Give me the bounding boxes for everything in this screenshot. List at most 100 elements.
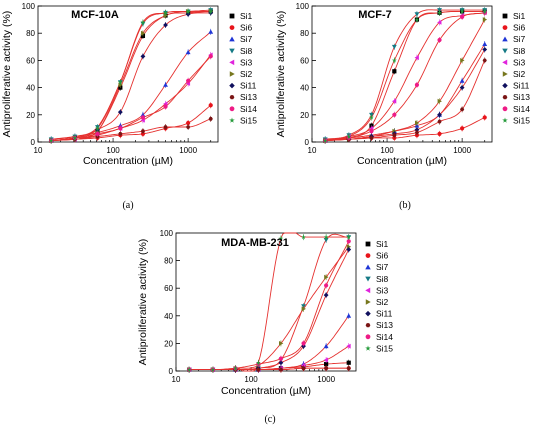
data-point-si7 [459,78,465,83]
plot-frame [175,232,357,372]
data-point-si7 [185,49,191,55]
data-point-si2 [301,306,306,312]
legend-marker-si6 [365,253,371,258]
data-point-si15 [414,17,420,22]
y-tick-label: 80 [26,29,35,38]
fit-curve-si15 [189,232,349,372]
data-point-si14 [346,239,351,244]
data-point-si8 [323,237,329,243]
legend-label: Si6 [376,251,389,261]
data-point-si2 [324,274,329,280]
legend-label: Si2 [513,69,526,79]
y-tick-label: 20 [164,339,173,348]
legend-label: Si2 [240,69,253,79]
legend-label: Si14 [376,332,393,342]
x-tick-label: 100 [380,146,394,155]
legend-marker-si7 [229,36,235,42]
data-point-si3 [346,343,351,349]
legend-marker-si1 [229,13,235,19]
x-tick-label: 100 [106,146,120,155]
data-point-si13 [301,366,306,371]
y-tick-label: 0 [169,367,174,376]
fit-curve-si11 [189,249,350,371]
legend-marker-si13 [229,95,235,100]
legend-label: Si13 [376,320,393,330]
legend-marker-si8 [365,276,371,282]
legend-label: Si11 [513,81,530,91]
data-point-si13 [163,125,168,129]
fit-curve-si3 [325,12,485,142]
legend-marker-si2 [502,71,508,77]
legend-label: Si13 [513,92,530,102]
chart-title: MDA-MB-231 [221,237,289,249]
chart-panel-b: Antiproliferative activity (%) 0 20 40 60 80… [275,2,530,211]
legend-marker-si15 [229,117,235,123]
y-tick-label: 40 [26,84,35,93]
legend-marker-si15 [502,117,508,123]
data-points [48,7,214,144]
data-point-si15 [72,135,78,140]
data-point-si13 [186,125,191,129]
data-point-si15 [163,10,168,15]
legend-label: Si1 [513,11,526,21]
data-point-si15 [323,234,329,240]
panel-label: (b) [399,200,411,211]
data-point-si8 [414,12,420,17]
data-point-si15 [117,79,123,85]
fit-curve-si7 [325,43,486,140]
data-point-si8 [391,44,397,50]
chart-title: MCF-10A [71,9,119,21]
fit-curve-si15 [51,10,211,142]
x-ticks: 10 100 1000 [34,138,212,155]
data-point-si11 [346,247,352,252]
data-point-si11 [482,47,488,52]
fitted-curves [325,9,486,142]
legend-marker-si1 [502,13,508,19]
data-point-si1 [392,69,397,74]
data-point-si13 [324,366,329,371]
y-tick-label: 80 [300,29,309,38]
legend-marker-si13 [365,323,371,328]
legend-marker-si8 [229,48,235,54]
data-point-si11 [278,360,284,366]
legend-marker-si7 [365,264,371,270]
x-tick-label: 1000 [179,146,197,155]
fit-curve-si2 [51,10,211,142]
data-point-si7 [346,313,352,318]
data-point-si15 [95,125,100,131]
data-point-si11 [323,292,329,298]
data-point-si14 [118,126,123,131]
data-point-si15 [185,8,191,14]
data-point-si15 [346,134,352,139]
data-point-si15 [391,57,397,63]
y-tick-label: 80 [164,257,173,266]
data-point-si2 [141,30,146,36]
y-tick-label: 60 [164,284,173,293]
data-point-si13 [346,366,351,371]
data-point-si13 [118,132,123,136]
legend-label: Si2 [376,297,389,307]
data-point-si6 [186,120,191,126]
legend-label: Si3 [513,57,526,67]
plot-frame [311,5,493,143]
data-point-si6 [482,115,487,120]
legend-label: Si3 [240,57,253,67]
fit-curve-si13 [325,60,486,142]
y-ticks: 0 20 40 60 80 100 [160,229,180,376]
data-points [322,7,488,144]
legend-marker-si11 [365,310,371,317]
y-tick-label: 60 [26,56,35,65]
data-point-si3 [437,19,442,25]
y-tick-label: 40 [300,84,309,93]
data-point-si11 [140,53,146,59]
data-point-si11 [117,109,123,115]
data-point-si15 [278,236,284,241]
legend-marker-si15 [365,345,371,351]
data-point-si11 [437,112,442,118]
panel-label: (a) [122,200,133,211]
data-point-si2 [460,57,465,63]
data-point-si2 [279,340,284,346]
legend-label: Si15 [240,115,257,125]
